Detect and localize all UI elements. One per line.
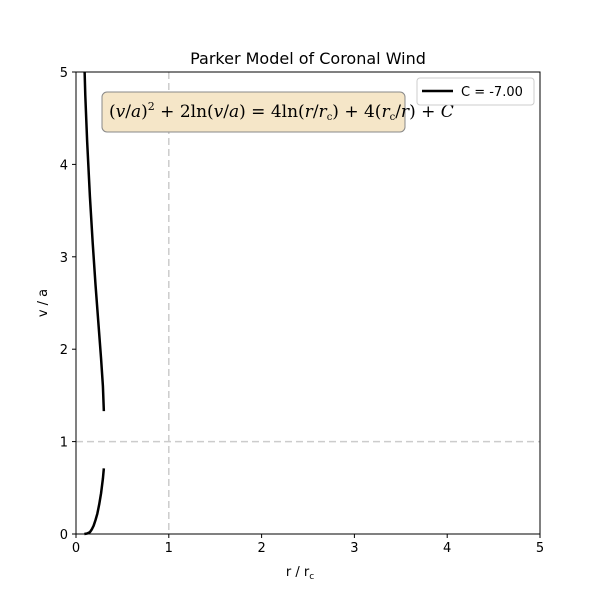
equation-annotation: (v/a)2 + 2ln(v/a) = 4ln(r/rc) + 4(rc/r) … [101,91,454,133]
legend-box [416,77,535,106]
y-tick-label: 1 [60,436,68,451]
x-axis-label: r / rc [286,565,314,582]
y-axis-label: v / a [36,289,51,317]
y-tick-label: 5 [60,66,68,81]
y-axis: 0 1 2 3 4 5 [60,66,76,543]
chart-title: Parker Model of Coronal Wind [190,49,426,68]
plot-area [76,72,540,534]
series-line-branch-2 [84,468,106,536]
legend-label: C = -7.00 [461,85,523,100]
x-axis-label-subscript: c [309,572,314,582]
y-tick-label: 0 [60,528,68,543]
equation-text: (v/a)2 + 2ln(v/a) = 4ln(r/rc) + 4(rc/r) … [109,100,454,123]
x-tick-label: 4 [443,541,451,556]
equation-box [101,91,406,133]
x-tick-label: 0 [72,541,80,556]
x-tick-label: 1 [165,541,173,556]
x-tick-label: 3 [350,541,358,556]
series-layer [83,71,106,536]
x-tick-label: 2 [257,541,265,556]
legend: C = -7.00 [416,77,535,106]
y-tick-label: 3 [60,251,68,266]
series-line-branch-1 [83,71,106,412]
plot-frame [75,71,541,535]
x-tick-label: 5 [536,541,544,556]
x-axis: 0 1 2 3 4 5 [72,534,544,556]
y-tick-label: 2 [60,343,68,358]
y-tick-label: 4 [60,158,68,173]
